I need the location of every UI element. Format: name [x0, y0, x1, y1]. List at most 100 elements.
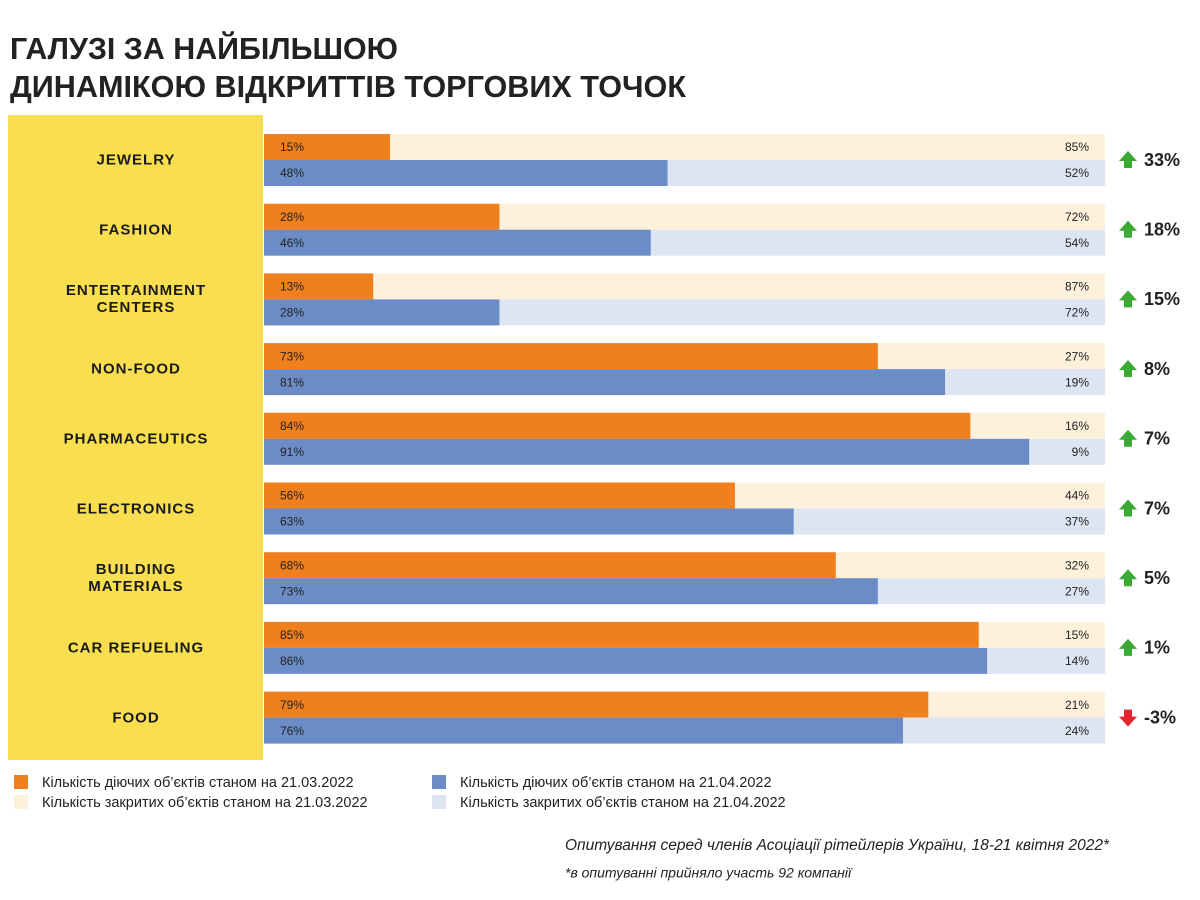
bar-segment — [734, 482, 1105, 509]
category-label: NON-FOOD — [91, 360, 181, 378]
value-label: 13% — [280, 280, 304, 294]
bar-segment — [264, 160, 668, 186]
value-label: 86% — [280, 654, 304, 668]
value-label: 44% — [1065, 489, 1089, 503]
change-arrow — [1119, 151, 1137, 168]
value-label: 76% — [280, 724, 304, 738]
source-note: Опитування серед членів Асоціації рітейл… — [565, 837, 1110, 854]
bar-segment — [264, 203, 500, 230]
change-arrow — [1119, 360, 1137, 378]
bar-segment — [264, 273, 374, 300]
bar-segment — [264, 482, 735, 509]
bar-segment — [264, 691, 929, 718]
change-label: 7% — [1144, 429, 1170, 449]
change-label: -3% — [1144, 707, 1176, 727]
bar-segment — [264, 578, 878, 605]
bar-segment — [928, 691, 1105, 718]
bar-segment — [945, 369, 1105, 396]
value-label: 56% — [280, 489, 304, 503]
category-label: ELECTRONICS — [76, 500, 196, 517]
bar-segment — [877, 343, 1105, 370]
bar-segment — [499, 203, 1106, 230]
value-label: 72% — [1065, 306, 1089, 320]
value-label: 68% — [280, 558, 304, 572]
footnote: *в опитуванні прийняло участь 92 компані… — [565, 865, 853, 881]
value-label: 24% — [1065, 724, 1089, 738]
bar-segment — [264, 299, 500, 326]
bar-segment — [499, 299, 1106, 326]
change-arrow — [1119, 429, 1137, 447]
value-label: 54% — [1065, 236, 1089, 250]
chart-title: ГАЛУЗІ ЗА НАЙБІЛЬШОЮ — [10, 30, 398, 66]
bar-segment — [987, 647, 1105, 674]
legend-label: Кількість закритих об’єктів станом на 21… — [42, 795, 368, 811]
change-label: 1% — [1144, 638, 1170, 658]
change-arrow — [1119, 709, 1137, 727]
bar-segment — [264, 508, 794, 535]
value-label: 85% — [1065, 140, 1089, 154]
bar-segment — [877, 578, 1105, 605]
bar-segment — [264, 438, 1030, 465]
bar-segment — [264, 343, 878, 370]
bar-segment — [793, 508, 1105, 535]
value-label: 85% — [280, 628, 304, 642]
change-label: 33% — [1144, 150, 1180, 170]
category-label: JEWELRY — [96, 151, 176, 169]
value-label: 73% — [280, 349, 304, 363]
category-label: BUILDING MATERIALS — [88, 561, 184, 596]
bar-segment — [835, 552, 1105, 579]
bar-segment — [1029, 438, 1105, 465]
category-panel — [8, 115, 263, 760]
bar-segment — [373, 273, 1106, 300]
change-label: 7% — [1144, 498, 1170, 518]
bar-segment — [650, 229, 1105, 256]
value-label: 81% — [280, 375, 304, 389]
legend-swatch — [14, 795, 28, 809]
bar-segment — [264, 229, 651, 256]
value-label: 37% — [1065, 515, 1089, 529]
value-label: 48% — [280, 166, 304, 180]
value-label: 14% — [1065, 654, 1089, 668]
value-label: 63% — [280, 515, 304, 529]
bar-segment — [970, 412, 1105, 439]
category-label: FOOD — [112, 709, 160, 727]
legend-label: Кількість закритих об’єктів станом на 21… — [460, 795, 786, 811]
bar-segment — [667, 160, 1105, 186]
change-arrow — [1119, 569, 1137, 587]
value-label: 16% — [1065, 419, 1089, 433]
value-label: 21% — [1065, 698, 1089, 712]
legend-swatch — [432, 795, 446, 809]
legend-swatch — [14, 775, 28, 789]
change-arrow — [1119, 290, 1137, 308]
bar-segment — [978, 621, 1105, 648]
change-arrow — [1119, 638, 1137, 656]
category-label: ENTERTAINMENT CENTERS — [65, 282, 207, 317]
value-label: 15% — [280, 140, 304, 154]
value-label: 9% — [1072, 445, 1090, 459]
change-label: 5% — [1144, 568, 1170, 588]
bar-segment — [264, 552, 836, 579]
value-label: 79% — [280, 698, 304, 712]
value-label: 91% — [280, 445, 304, 459]
bar-segment — [264, 369, 946, 396]
value-label: 27% — [1065, 584, 1089, 598]
legend-label: Кількість діючих об’єктів станом на 21.0… — [460, 775, 772, 791]
category-label: CAR REFUELING — [67, 639, 205, 657]
value-label: 28% — [280, 210, 304, 224]
bar-segment — [390, 134, 1105, 160]
change-arrow — [1119, 499, 1137, 517]
value-label: 72% — [1065, 210, 1089, 224]
category-label: PHARMACEUTICS — [63, 430, 209, 448]
value-label: 84% — [280, 419, 304, 433]
value-label: 46% — [280, 236, 304, 250]
chart-title: ДИНАМІКОЮ ВІДКРИТТІВ ТОРГОВИХ ТОЧОК — [10, 69, 686, 104]
value-label: 28% — [280, 306, 304, 320]
legend-swatch — [432, 775, 446, 789]
legend-label: Кількість діючих об’єктів станом на 21.0… — [42, 775, 354, 791]
bar-segment — [903, 717, 1105, 744]
change-arrow — [1119, 220, 1137, 238]
bar-segment — [264, 621, 979, 648]
change-label: 15% — [1144, 289, 1180, 309]
